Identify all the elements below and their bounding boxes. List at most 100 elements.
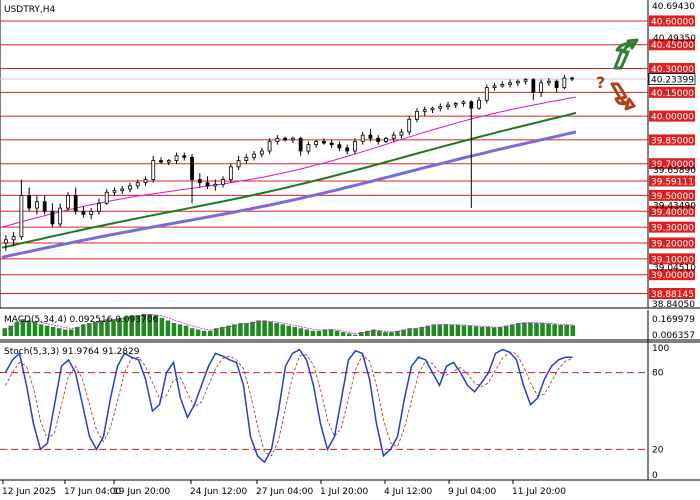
candle <box>112 187 117 196</box>
macd-bar <box>310 330 316 336</box>
macd-bar <box>56 328 62 336</box>
macd-bar <box>528 322 533 336</box>
candle <box>81 206 86 218</box>
time-label: 1 Jul 20:00 <box>320 487 369 497</box>
candle <box>554 79 559 93</box>
candle <box>19 179 24 240</box>
candle <box>461 100 466 107</box>
candle <box>89 208 94 220</box>
candle <box>50 203 55 228</box>
stochastic-pane: 80 20 Stoch(5,3,3) 91.9764 91.2829 100 0 <box>0 341 700 481</box>
macd-pane: MACD(5,34,4) 0.092516 0.093706 0.169979 … <box>0 310 700 342</box>
macd-bar <box>479 326 485 336</box>
minor-price-label: 39.65890 <box>653 166 696 176</box>
macd-bar <box>93 321 98 336</box>
candle <box>11 231 16 247</box>
candle <box>384 136 388 144</box>
candle <box>492 82 497 91</box>
macd-bar <box>268 321 273 336</box>
macd-histogram <box>2 314 575 336</box>
macd-bar <box>395 330 400 336</box>
macd-bar <box>26 320 32 336</box>
candle <box>546 78 551 86</box>
macd-bar <box>238 323 243 336</box>
price-bottom-label: 38.84050 <box>652 300 695 310</box>
macd-bar <box>256 320 261 336</box>
macd-bar <box>280 324 285 336</box>
candle <box>197 173 202 188</box>
macd-bar <box>383 332 388 336</box>
support-resistance-levels <box>0 20 648 295</box>
macd-bar <box>322 329 328 336</box>
candle <box>190 154 194 204</box>
candles <box>3 74 575 251</box>
level-label: 40.45000 <box>651 41 694 51</box>
candle <box>407 116 412 136</box>
macd-bar <box>485 326 491 336</box>
macd-bar <box>425 325 430 336</box>
macd-bar <box>183 325 189 336</box>
stoch-bottom-label: 0 <box>652 471 658 481</box>
level-tag: 40.60000 <box>649 15 695 27</box>
macd-bar <box>431 324 437 336</box>
macd-bar <box>32 321 38 336</box>
candle <box>337 141 342 152</box>
level-label: 40.00000 <box>651 113 694 123</box>
macd-bar <box>467 325 473 336</box>
macd-bar <box>8 325 14 336</box>
level-label: 40.60000 <box>651 17 694 27</box>
macd-bar <box>111 319 116 336</box>
level-tag: 39.50000 <box>649 189 695 202</box>
time-label: 4 Jul 12:00 <box>384 487 433 497</box>
macd-bar <box>564 325 569 336</box>
candle <box>42 195 47 215</box>
question-mark: ? <box>596 73 605 92</box>
stoch-level-label: 20 <box>652 445 664 455</box>
arrow-down-icon <box>610 82 636 111</box>
candle <box>415 108 419 123</box>
macd-bar <box>540 323 545 336</box>
minor-price-label: 39.04510 <box>653 264 696 274</box>
candle <box>376 135 381 145</box>
stochastic-lines <box>4 348 573 464</box>
level-tag: 39.30000 <box>649 221 695 234</box>
candle <box>329 139 334 148</box>
level-tag: 39.59111 <box>649 175 695 187</box>
candle <box>422 106 427 117</box>
candle <box>275 135 280 145</box>
macd-bar <box>81 324 86 336</box>
macd-bar <box>244 323 249 336</box>
macd-bar <box>365 330 370 336</box>
candle <box>469 100 474 209</box>
candle <box>368 128 373 142</box>
price-pane: 40.60000 40.45000 40.30000 40.15000 40.00000… <box>0 0 700 310</box>
time-label: 19 Jun 20:00 <box>113 487 170 497</box>
level-label: 39.50000 <box>651 192 694 202</box>
price-axis-labels: 40.60000 40.45000 40.30000 40.15000 40.00000… <box>648 2 696 310</box>
macd-signal-path <box>4 314 574 335</box>
macd-bar <box>449 325 455 336</box>
candle <box>314 139 319 148</box>
level-label: 39.20000 <box>651 239 694 249</box>
level-label: 39.70000 <box>651 160 694 170</box>
candle <box>135 179 140 190</box>
macd-bar <box>503 325 509 336</box>
macd-bar <box>220 326 225 336</box>
macd-bar <box>123 316 128 336</box>
macd-bar <box>401 329 406 336</box>
candle <box>182 152 187 161</box>
macd-bar <box>159 317 165 336</box>
current-price-tag: 40.23399 <box>648 73 696 86</box>
candle <box>399 128 404 139</box>
macd-bar <box>189 328 195 336</box>
macd-bar <box>334 330 340 336</box>
time-label: 24 Jun 12:00 <box>190 487 247 497</box>
macd-bar <box>99 320 104 336</box>
macd-bar <box>443 324 449 336</box>
macd-bar <box>510 324 515 336</box>
macd-bar <box>87 323 92 336</box>
candle <box>221 176 225 188</box>
macd-bar <box>2 328 8 336</box>
candle <box>3 235 8 251</box>
